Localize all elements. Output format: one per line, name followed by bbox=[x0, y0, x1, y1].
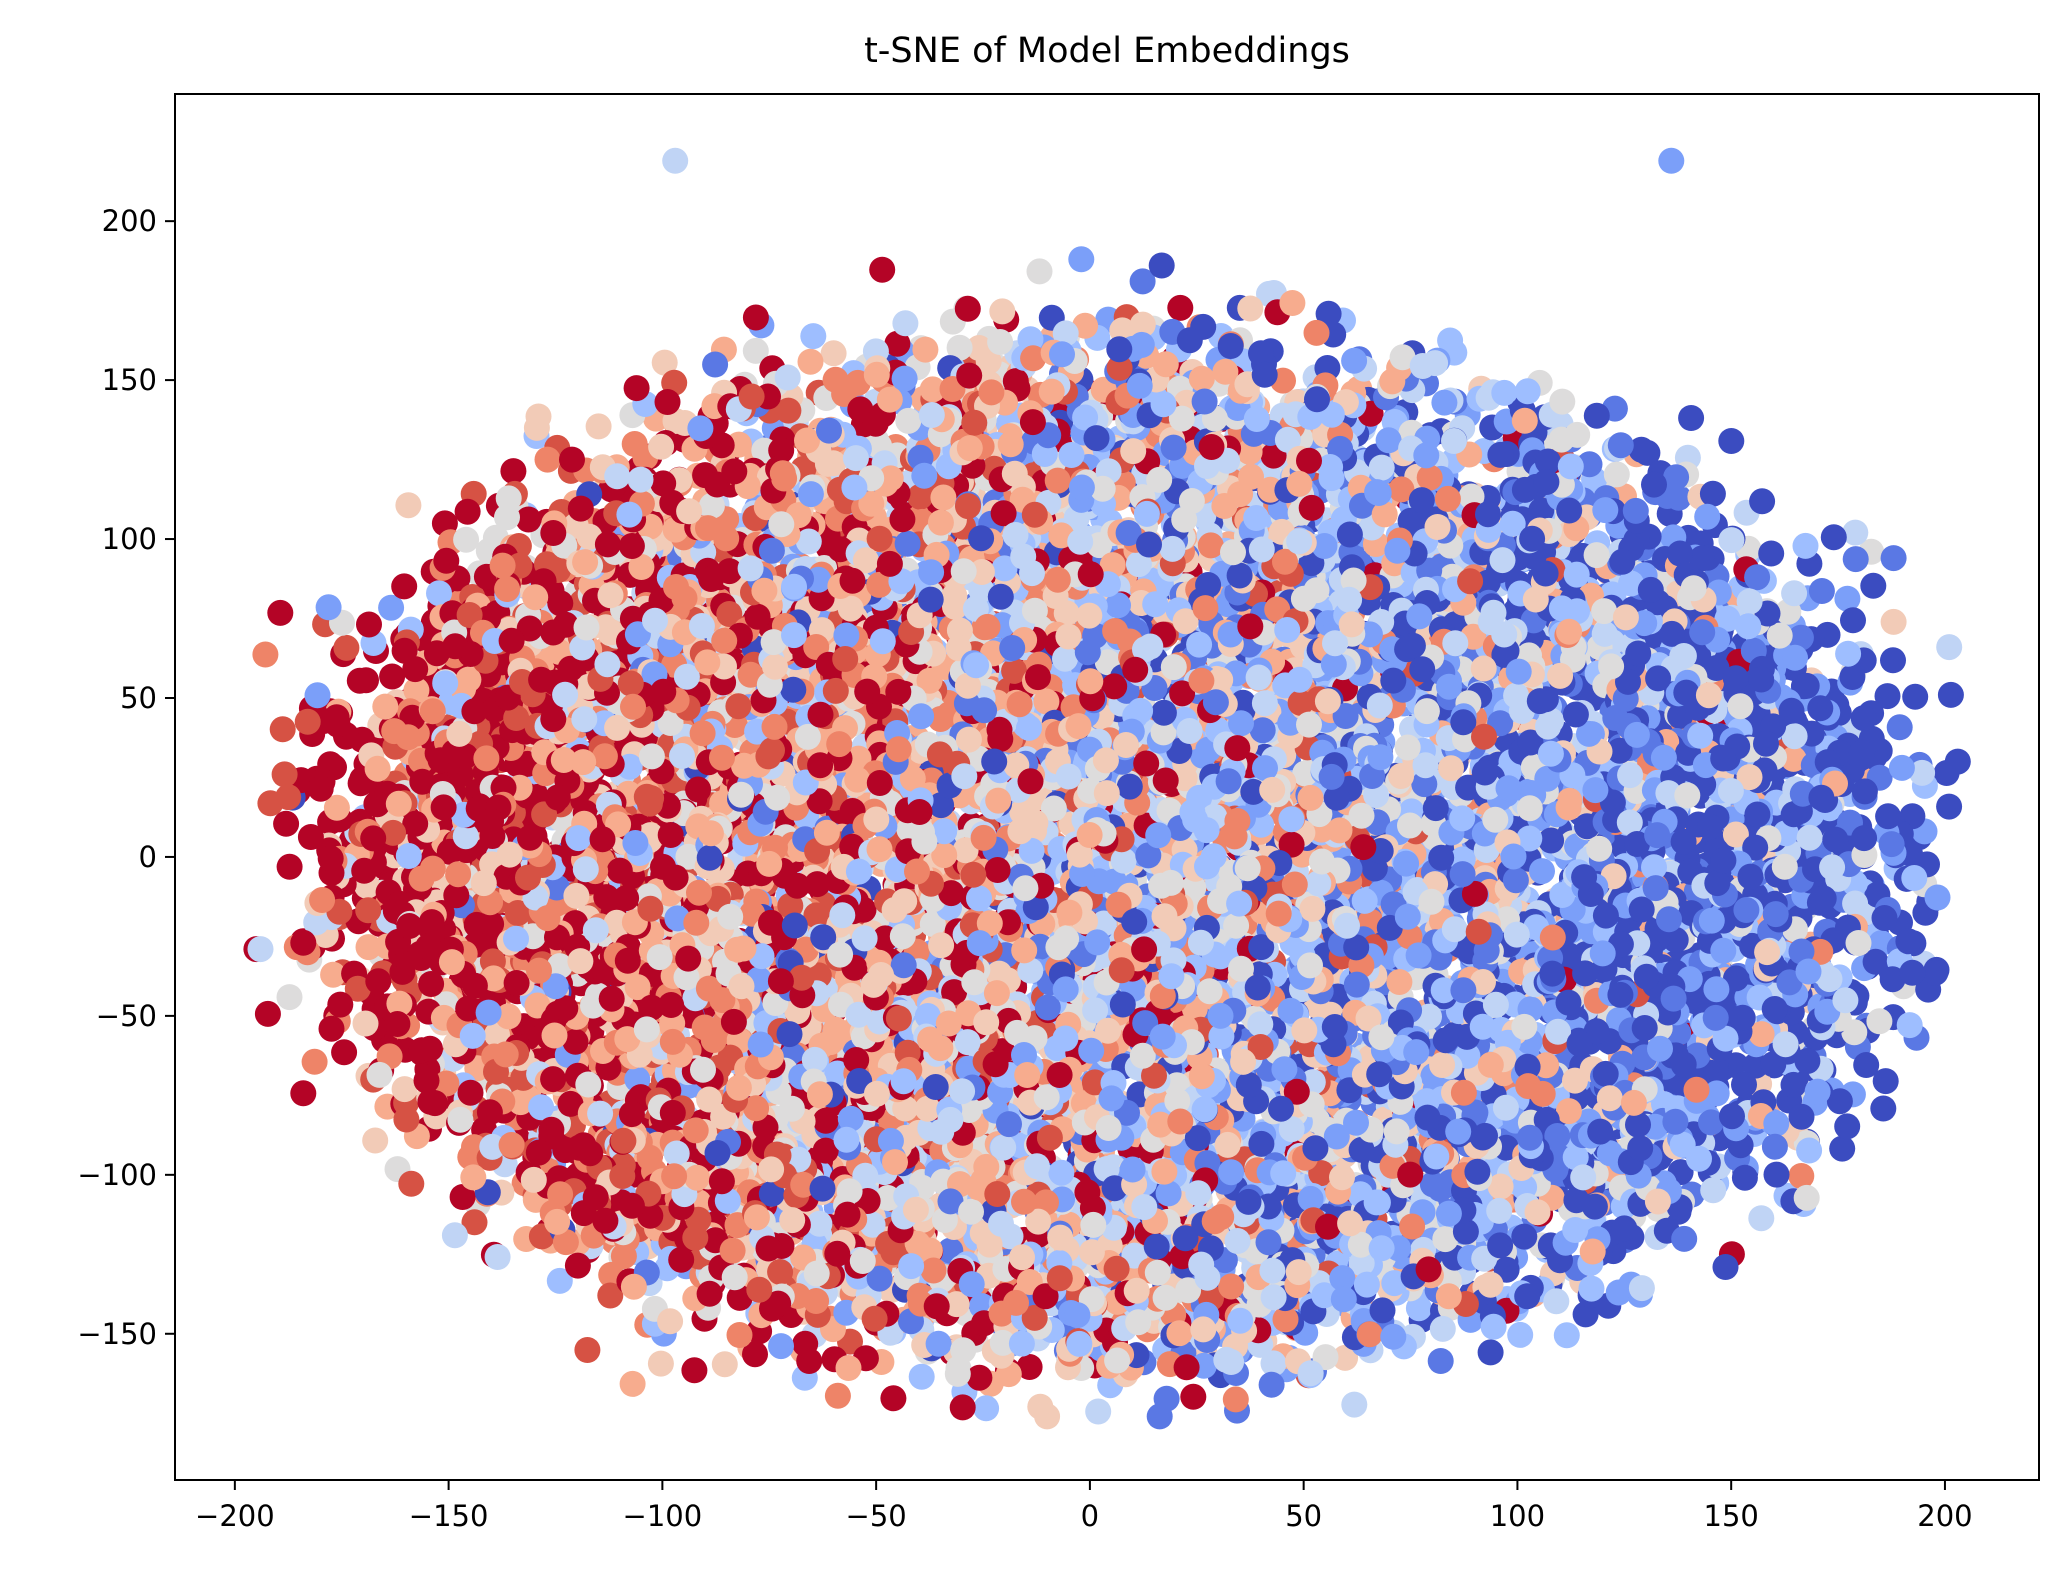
data-point bbox=[546, 1267, 573, 1294]
data-point bbox=[1842, 519, 1869, 546]
data-point bbox=[1405, 1295, 1432, 1322]
data-point bbox=[1829, 1135, 1856, 1162]
data-point bbox=[880, 1385, 907, 1412]
data-point bbox=[1820, 524, 1847, 551]
data-point bbox=[1477, 1339, 1504, 1366]
data-point bbox=[254, 1000, 281, 1027]
data-point bbox=[379, 663, 406, 690]
data-point bbox=[500, 458, 527, 485]
data-point bbox=[273, 810, 300, 837]
data-point bbox=[1016, 1354, 1043, 1380]
data-point bbox=[331, 1039, 358, 1066]
points-layer bbox=[243, 147, 1971, 1430]
data-point bbox=[574, 1337, 601, 1363]
data-point bbox=[269, 716, 296, 743]
data-point bbox=[742, 337, 769, 364]
data-point bbox=[378, 594, 405, 621]
data-point bbox=[1748, 1205, 1775, 1232]
data-point bbox=[333, 634, 360, 661]
data-point bbox=[1718, 428, 1745, 454]
data-point bbox=[355, 934, 382, 961]
data-point bbox=[1834, 585, 1861, 612]
data-point bbox=[651, 349, 678, 376]
data-point bbox=[711, 1351, 738, 1378]
data-point bbox=[1880, 608, 1907, 635]
data-point bbox=[1628, 436, 1655, 463]
data-point bbox=[1874, 683, 1901, 710]
data-point bbox=[742, 1341, 768, 1368]
data-point bbox=[1332, 1344, 1359, 1371]
data-point bbox=[1529, 858, 1555, 885]
data-point bbox=[304, 682, 331, 709]
data-point bbox=[525, 403, 552, 430]
data-point bbox=[1607, 432, 1634, 459]
data-point bbox=[1180, 1383, 1207, 1410]
data-point bbox=[884, 330, 911, 357]
data-point bbox=[1603, 461, 1630, 488]
data-point bbox=[1427, 1348, 1454, 1374]
data-point bbox=[267, 599, 294, 626]
data-point bbox=[1872, 1068, 1899, 1095]
data-point bbox=[276, 853, 303, 880]
data-point bbox=[1866, 1008, 1893, 1035]
